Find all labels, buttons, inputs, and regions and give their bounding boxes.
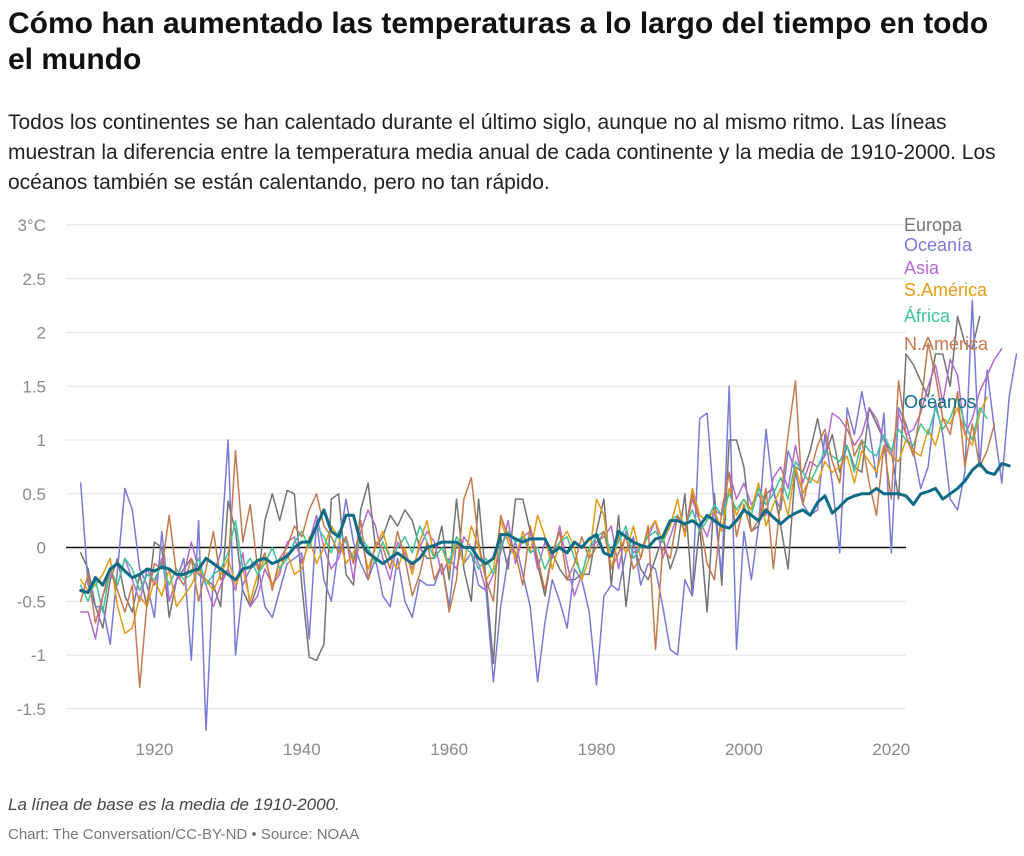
- series-line-ocean-a: [79, 299, 1018, 732]
- y-tick-label: 3°C: [17, 216, 46, 235]
- x-tick-label: 2000: [725, 740, 763, 759]
- chart-subtitle: Todos los continentes se han calentado d…: [8, 111, 996, 194]
- temperature-line-chart: 3°C2.521.510.50-0.5-1-1.5 1920 1940 1960 19…: [17, 215, 1018, 759]
- y-axis-ticks: 3°C 2.5 2 1.5 1 0.5 0 -0.5 -1 -1.5: [17, 216, 46, 719]
- series-line-asia: [79, 347, 1003, 640]
- y-tick-label: -0.5: [17, 592, 46, 611]
- series-lines: [79, 299, 1018, 732]
- y-tick-label: -1.5: [17, 700, 46, 719]
- x-tick-label: 1980: [578, 740, 616, 759]
- x-tick-label: 1960: [430, 740, 468, 759]
- x-tick-label: 1920: [136, 740, 174, 759]
- x-axis-ticks: 1920 1940 1960 1980 2000 2020: [136, 740, 911, 759]
- grid-lines: [66, 224, 906, 710]
- legend-label: Oceanía: [904, 235, 973, 255]
- legend-label: N.América: [904, 334, 989, 354]
- legend-label: Asia: [904, 258, 940, 278]
- legend-label: Europa: [904, 215, 963, 235]
- baseline-note: La línea de base es la media de 1910-200…: [8, 795, 340, 814]
- series-line-n-am-rica: [79, 342, 996, 689]
- y-tick-label: 0: [37, 539, 46, 558]
- y-tick-label: -1: [31, 646, 46, 665]
- y-tick-label: 1: [37, 431, 46, 450]
- series-line-oc-anos: [79, 462, 1011, 595]
- legend-label: Océanos: [904, 392, 976, 412]
- x-tick-label: 1940: [283, 740, 321, 759]
- y-tick-label: 0.5: [22, 485, 46, 504]
- chart-source: Chart: The Conversation/CC-BY-ND • Sourc…: [8, 826, 360, 843]
- y-tick-label: 2.5: [22, 270, 46, 289]
- y-tick-label: 2: [37, 324, 46, 343]
- series-line--frica: [79, 396, 988, 613]
- y-tick-label: 1.5: [22, 377, 46, 396]
- legend-label: África: [904, 306, 951, 326]
- x-tick-label: 2020: [872, 740, 910, 759]
- legend-label: S.América: [904, 280, 988, 300]
- page-title: Cómo han aumentado las temperaturas a lo…: [8, 7, 989, 76]
- series-line-s-am-rica: [79, 396, 988, 635]
